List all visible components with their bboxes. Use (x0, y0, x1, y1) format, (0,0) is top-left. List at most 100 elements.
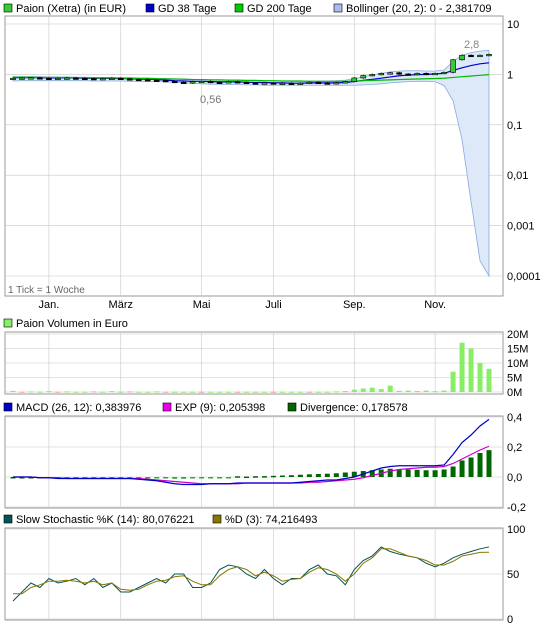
divergence-bar (217, 477, 223, 479)
macd-y-tick-label: 0,0 (507, 472, 522, 484)
stochastic-y-tick-label: 0 (507, 614, 513, 626)
legend-slowd: %D (3): 74,216493 (225, 514, 317, 526)
volume-bar (432, 391, 438, 393)
legend-gd38-swatch (145, 3, 155, 13)
volume-y-tick-label: 15M (507, 344, 528, 356)
candle-body (91, 78, 97, 81)
price-plot-area (4, 15, 504, 297)
divergence-bar (333, 473, 339, 477)
volume-bar (297, 391, 303, 393)
volume-y-ticks: 20M 15M 10M 5M 0M (507, 329, 528, 399)
divergence-bar (190, 477, 196, 479)
divergence-bar (252, 476, 258, 478)
divergence-bar (486, 450, 492, 477)
candle-body (189, 81, 196, 84)
candle-body (171, 80, 178, 84)
candle-body (405, 73, 411, 76)
divergence-bar (432, 470, 438, 477)
candle-body (126, 78, 133, 81)
x-tick-label: Nov. (424, 299, 446, 311)
volume-bar (261, 391, 267, 393)
volume-y-tick-label: 10M (507, 358, 528, 370)
macd-y-tick-label: 0,4 (507, 412, 522, 424)
volume-bar (172, 391, 178, 393)
price-y-tick-label: 0,01 (507, 170, 528, 182)
divergence-bar (351, 471, 357, 477)
candle-body (55, 77, 61, 81)
divergence-bar (118, 477, 124, 479)
volume-bar (342, 391, 348, 393)
divergence-bar (261, 476, 267, 478)
candle-body (387, 72, 394, 75)
legend-divergence: Divergence: 0,178578 (300, 402, 408, 414)
divergence-bar (468, 457, 474, 477)
divergence-bar (459, 460, 465, 477)
price-y-tick-label: 1 (507, 69, 513, 81)
candle-body (306, 81, 313, 85)
volume-bar (351, 389, 357, 392)
candle-body (19, 77, 25, 80)
volume-bar (333, 391, 339, 393)
divergence-bar (387, 468, 393, 477)
volume-bar (127, 391, 133, 393)
slow-d-line (13, 548, 490, 595)
legend-macd: MACD (26, 12): 0,383976 (16, 402, 141, 414)
volume-bar (360, 388, 366, 392)
x-axis-ticks: Jan. März Mai Juli Sep. Nov. (39, 299, 446, 311)
volume-bar (64, 391, 70, 393)
x-tick-label: Mai (193, 299, 211, 311)
price-panel: 10 1 0,1 0,01 0,001 0,0001 Jan. März Mai Juli Sep… (1, 1, 544, 313)
divergence-bar (100, 477, 106, 479)
legend-volume: Paion Volumen in Euro (16, 318, 128, 330)
volume-bar (82, 391, 88, 393)
divergence-bar (414, 469, 420, 477)
divergence-bar (342, 472, 348, 477)
divergence-bar (199, 477, 205, 479)
divergence-bar (28, 477, 34, 479)
price-y-tick-label: 0,1 (507, 120, 522, 132)
legend-bollinger-swatch (333, 3, 343, 13)
candle-body (144, 79, 151, 82)
divergence-bar (477, 453, 483, 477)
volume-bar (468, 348, 474, 392)
divergence-bar (145, 477, 151, 479)
volume-bar (279, 391, 285, 393)
candle-body (288, 82, 295, 85)
volume-bar (486, 368, 492, 392)
legend-price-swatch (3, 3, 13, 13)
volume-bar (28, 391, 34, 393)
divergence-bar (315, 474, 321, 477)
candle-body (135, 78, 142, 82)
legend-volume-swatch (3, 318, 13, 328)
volume-bar (154, 391, 160, 393)
candle-body (73, 77, 79, 80)
candle-body (297, 82, 304, 85)
macd-y-ticks: 0,4 0,2 0,0 -0,2 (507, 412, 526, 514)
divergence-bar (172, 477, 178, 479)
x-tick-label: Juli (265, 299, 282, 311)
price-y-tick-label: 10 (507, 19, 519, 31)
volume-bar (163, 391, 169, 393)
low-annotation: 0,56 (200, 94, 221, 106)
candle-body (198, 80, 205, 84)
divergence-bar (369, 470, 375, 477)
volume-bar (244, 391, 250, 393)
volume-bar (91, 391, 97, 393)
volume-bar (46, 391, 52, 393)
macd-grid (5, 416, 503, 508)
volume-bar (208, 391, 214, 393)
volume-bar (387, 385, 393, 392)
divergence-bar (208, 477, 214, 479)
candle-body (378, 73, 385, 76)
divergence-bar (82, 477, 88, 479)
candle-body (351, 77, 358, 82)
volume-y-tick-label: 5M (507, 373, 522, 385)
price-y-ticks: 10 1 0,1 0,01 0,001 0,0001 (507, 19, 541, 283)
volume-bar (10, 390, 16, 392)
gd200-line (13, 74, 490, 82)
macd-plot-area (4, 415, 504, 509)
candle-body (324, 82, 331, 85)
legend-bollinger: Bollinger (20, 2): 0 - 2,381709 (346, 3, 492, 15)
divergence-bar (226, 477, 232, 479)
volume-panel: 20M 15M 10M 5M 0M Paion Volumen in Euro (3, 318, 528, 399)
